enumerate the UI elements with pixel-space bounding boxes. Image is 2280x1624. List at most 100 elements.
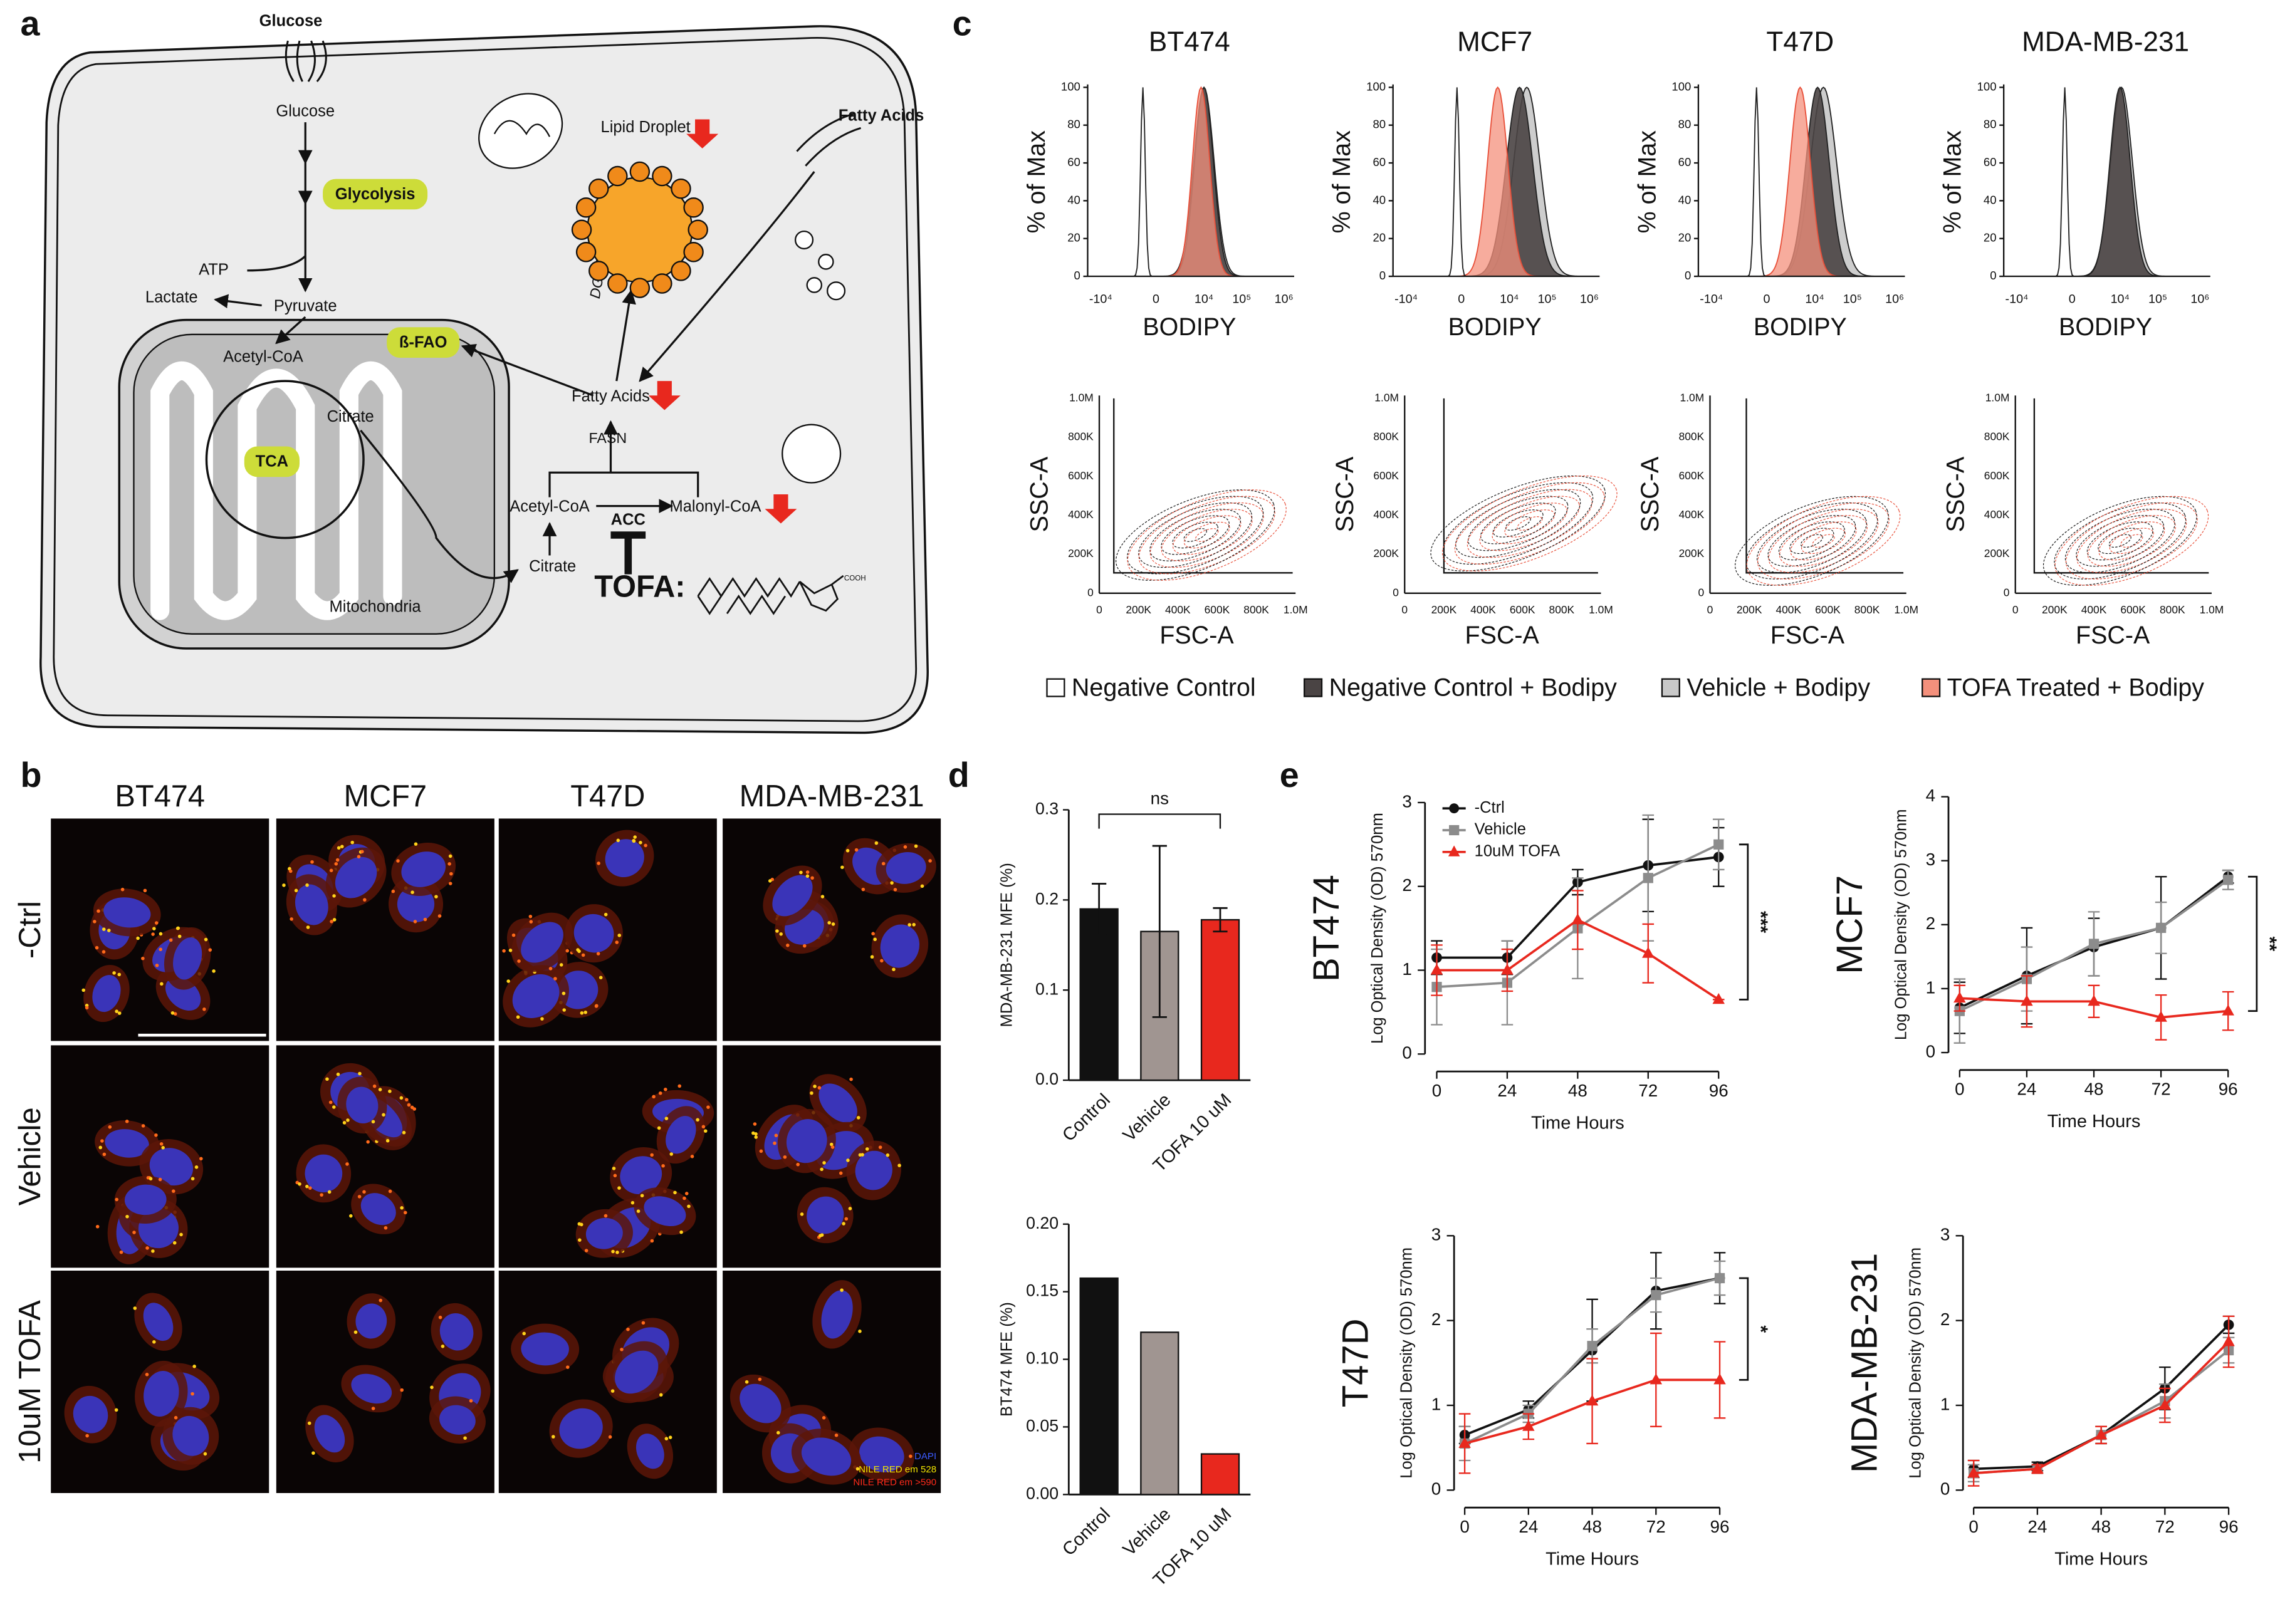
lipid-spot: [298, 1182, 301, 1186]
x-axis-label: FSC-A: [1159, 622, 1234, 649]
droplet-bead: [575, 242, 597, 263]
y-tick-label: 2: [1940, 1309, 1950, 1329]
histogram: [1698, 86, 1905, 277]
lipid-spot: [334, 861, 338, 866]
x-tick-label: 72: [2155, 1517, 2175, 1536]
x-tick-label: 400K: [1775, 603, 1801, 616]
legend-swatch: [1046, 678, 1065, 697]
chart-title: T47D: [1335, 1318, 1376, 1407]
contour: [2098, 528, 2143, 554]
lipid-spot: [155, 964, 159, 967]
x-tick-label: 24: [1497, 1081, 1517, 1100]
error-bar: [1213, 907, 1228, 933]
y-tick-label: 0: [1402, 1043, 1411, 1063]
lipid-spot: [400, 1388, 404, 1392]
micrograph: [498, 1045, 717, 1268]
lipid-spot: [169, 938, 173, 942]
lipid-spot: [353, 1330, 358, 1335]
y-tick-label: 0.15: [1026, 1281, 1059, 1300]
x-tick-label: 1.0M: [2200, 603, 2224, 616]
diagram-label: ATP: [199, 261, 229, 278]
lipid-spot: [114, 1408, 118, 1412]
lipid-spot: [204, 937, 208, 942]
lipid-spot: [294, 888, 298, 893]
x-axis-label: FSC-A: [2076, 622, 2150, 649]
x-tick-label: 10⁵: [1843, 292, 1862, 306]
lipid-spot: [673, 1190, 677, 1195]
data-point: [2223, 875, 2234, 885]
lipid-spot: [831, 922, 835, 926]
lipid-spot: [192, 1365, 196, 1368]
micrograph: [723, 818, 941, 1041]
nucleus: [615, 1350, 659, 1394]
lipid-spot: [657, 1126, 661, 1130]
lipid-spot: [540, 1017, 544, 1021]
lipid-spot: [786, 944, 790, 947]
lipid-spot: [102, 1152, 107, 1157]
lipid-spot: [115, 1009, 118, 1014]
lipid-spot: [95, 945, 99, 950]
lipid-spot: [856, 1116, 860, 1120]
lipid-spot: [191, 1392, 194, 1396]
lipid-spot: [664, 1087, 667, 1091]
lipid-spot: [633, 835, 637, 839]
diagram-label: Lactate: [145, 289, 198, 306]
lipid-spot: [661, 1163, 665, 1168]
x-tick-label: 96: [1709, 1081, 1728, 1100]
contour: [1441, 475, 1618, 571]
lipid-spot: [506, 979, 510, 983]
nucleus: [585, 1217, 623, 1249]
x-axis-label: Time Hours: [2054, 1549, 2148, 1569]
lipid-spot: [684, 1192, 689, 1195]
lipid-spot: [800, 1212, 804, 1216]
x-tick-label: 10⁵: [2148, 292, 2167, 306]
lipid-spot: [650, 1239, 654, 1243]
series: [1967, 1315, 2235, 1479]
lipid-spot: [858, 1330, 862, 1333]
nucleus: [855, 1150, 892, 1190]
contours: [2042, 496, 2209, 586]
y-tick-label: 1.0M: [1985, 392, 2010, 404]
lipid-spot: [173, 1012, 177, 1016]
data-point: [1642, 947, 1655, 958]
arrow: [461, 343, 594, 397]
lipid-spot: [802, 944, 807, 948]
data-point: [1650, 1373, 1663, 1385]
y-tick-label: 0: [1379, 269, 1386, 282]
lipid-spot: [160, 982, 164, 986]
x-tick-label: -10⁴: [1394, 292, 1418, 306]
contour: [1492, 509, 1544, 538]
y-tick-label: 1: [1940, 1394, 1950, 1413]
lipid-spot: [115, 1197, 118, 1202]
lipid-spot: [854, 848, 859, 852]
lipid-spot: [288, 869, 293, 873]
lipid-spot: [639, 841, 642, 845]
lipid-spot: [102, 927, 106, 931]
significance-bracket: [1739, 1277, 1749, 1381]
x-tick-label: 800K: [1549, 603, 1575, 616]
nucleus: [335, 856, 377, 898]
x-tick-label: 72: [1638, 1081, 1658, 1100]
x-tick-label: 0: [1458, 292, 1465, 306]
column-header: T47D: [570, 779, 645, 813]
arrow: [548, 462, 699, 497]
lipid-spot: [311, 1451, 315, 1455]
nucleus: [346, 1086, 379, 1124]
lipid-spot: [920, 884, 924, 888]
x-tick-label: 600K: [1510, 603, 1535, 616]
lipid-spot: [608, 1435, 612, 1439]
x-tick-label: 10⁵: [1232, 292, 1251, 306]
x-tick-label: -10⁴: [1700, 292, 1723, 306]
lipid-spot: [378, 1088, 382, 1091]
row-label: 10uM TOFA: [13, 1300, 47, 1464]
data-point: [2155, 1011, 2167, 1022]
lipid-spot: [161, 1145, 165, 1150]
contour: [1779, 515, 1868, 567]
lipid-spot: [306, 925, 310, 929]
lipid-spot: [360, 850, 364, 854]
micrograph: [51, 818, 269, 1041]
lipid-spot: [865, 1147, 869, 1151]
lipid-spot: [522, 1331, 526, 1336]
y-tick-label: 0: [1685, 269, 1691, 282]
vesicle: [818, 254, 834, 270]
